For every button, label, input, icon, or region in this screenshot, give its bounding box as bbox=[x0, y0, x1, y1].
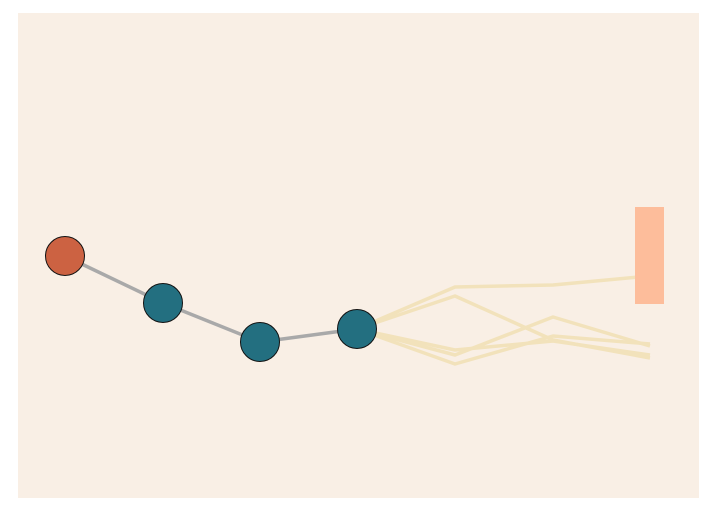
preview-branch-4 bbox=[356, 327, 651, 366]
preview-branch-5 bbox=[356, 327, 651, 357]
path-node[interactable] bbox=[337, 309, 377, 349]
path-node[interactable] bbox=[143, 283, 183, 323]
path-node[interactable] bbox=[240, 322, 280, 362]
preview-branches bbox=[356, 274, 651, 366]
preview-branch-3 bbox=[356, 315, 651, 357]
goal-zone bbox=[635, 207, 664, 304]
preview-branch-1 bbox=[356, 274, 651, 331]
path-nodes bbox=[45, 236, 377, 362]
start-node[interactable] bbox=[45, 236, 85, 276]
board-background bbox=[18, 13, 699, 498]
